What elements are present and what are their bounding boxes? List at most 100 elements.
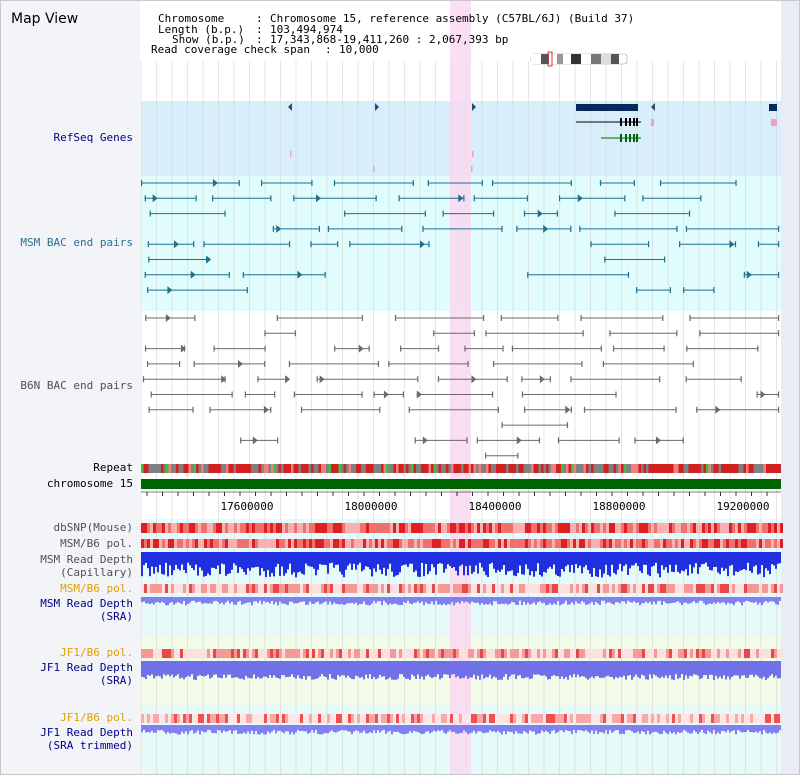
track-label-jf1-b6-pol[interactable]: JF1/B6 pol. xyxy=(60,646,133,659)
polymorphism-cell xyxy=(711,584,714,593)
read-depth-bar xyxy=(487,552,489,578)
b6n-bac-pair-end xyxy=(696,406,698,413)
polymorphism-cell xyxy=(402,584,405,593)
read-depth-bar xyxy=(699,597,701,601)
read-depth-bar xyxy=(435,552,437,575)
polymorphism-cell xyxy=(393,523,396,533)
track-label-jf1-b6-pol-trimmed[interactable]: JF1/B6 pol. xyxy=(60,711,133,724)
read-depth-bar xyxy=(723,597,725,603)
read-depth-bar xyxy=(267,661,269,678)
read-depth-bar xyxy=(329,597,331,602)
track-label-b6n-bac[interactable]: B6N BAC end pairs xyxy=(20,379,133,392)
repeat-segment xyxy=(151,464,154,473)
polymorphism-cell xyxy=(333,584,336,593)
read-depth-bar xyxy=(239,552,241,568)
repeat-segment xyxy=(683,464,686,473)
polymorphism-cell xyxy=(573,523,576,533)
read-depth-bar xyxy=(677,552,679,572)
polymorphism-cell xyxy=(219,649,222,658)
msm-bac-pair-end xyxy=(349,241,351,248)
coverage-label: Read coverage check span xyxy=(151,43,310,56)
repeat-segment xyxy=(318,464,321,473)
read-depth-bar xyxy=(487,597,489,605)
read-depth-bar xyxy=(599,552,601,570)
read-depth-bar xyxy=(201,552,203,571)
read-depth-bar xyxy=(337,597,339,605)
polymorphism-cell xyxy=(645,523,648,533)
polymorphism-cell xyxy=(759,539,762,548)
repeat-segment xyxy=(353,464,356,473)
track-label-refseq[interactable]: RefSeq Genes xyxy=(53,131,133,144)
polymorphism-cell xyxy=(687,523,690,533)
read-depth-bar xyxy=(269,597,271,604)
read-depth-bar xyxy=(595,552,597,577)
msm-bac-pair-end xyxy=(412,180,414,186)
polymorphism-cell xyxy=(273,539,276,548)
read-depth-bar xyxy=(605,552,607,565)
track-label-msm-b6-pol-sra[interactable]: MSM/B6 pol. xyxy=(60,582,133,595)
read-depth-bar xyxy=(403,597,405,603)
polymorphism-cell xyxy=(252,584,255,593)
read-depth-bar xyxy=(599,725,601,733)
track-label-jf1-depth[interactable]: JF1 Read Depth xyxy=(40,661,133,674)
read-depth-bar xyxy=(221,661,223,679)
b6n-bac-pair-end xyxy=(193,360,195,367)
highlight-region xyxy=(450,1,471,774)
read-depth-bar xyxy=(241,725,243,734)
read-depth-bar xyxy=(283,661,285,676)
msm-bac-pair-end xyxy=(669,287,671,294)
read-depth-bar xyxy=(207,661,209,675)
read-depth-bar xyxy=(671,597,673,604)
msm-bac-pair-arrow xyxy=(729,240,735,249)
track-label-jf1-depth-trimmed[interactable]: JF1 Read Depth xyxy=(40,726,133,739)
polymorphism-cell xyxy=(204,649,207,658)
polymorphism-cell xyxy=(558,649,561,658)
track-label-msm-b6-pol[interactable]: MSM/B6 pol. xyxy=(60,537,133,550)
read-depth-bar xyxy=(623,725,625,735)
polymorphism-cell xyxy=(495,584,498,593)
polymorphism-cell xyxy=(516,649,519,658)
msm-bac-pair-end xyxy=(324,271,326,278)
msm-bac-pair-end xyxy=(679,241,681,248)
read-depth-bar xyxy=(435,597,437,601)
read-depth-bar xyxy=(371,597,373,604)
polymorphism-cell xyxy=(735,584,738,593)
read-depth-bar xyxy=(199,597,201,602)
read-depth-bar xyxy=(335,661,337,680)
polymorphism-cell xyxy=(699,649,702,658)
read-depth-bar xyxy=(773,552,775,566)
polymorphism-cell xyxy=(276,584,279,593)
track-label-chromosome[interactable]: chromosome 15 xyxy=(46,477,133,490)
polymorphism-cell xyxy=(207,584,210,593)
read-depth-bar xyxy=(355,725,357,731)
header-sep: : xyxy=(256,23,263,36)
read-depth-bar xyxy=(663,552,665,570)
repeat-segment xyxy=(218,464,221,473)
polymorphism-cell xyxy=(681,649,684,658)
polymorphism-cell xyxy=(765,714,768,723)
read-depth-bar xyxy=(621,661,623,678)
read-depth-bar xyxy=(293,661,295,678)
track-label-msm-bac[interactable]: MSM BAC end pairs xyxy=(20,236,133,249)
b6n-bac-pair-end xyxy=(566,422,569,429)
polymorphism-cell xyxy=(192,539,195,548)
read-depth-bar xyxy=(517,552,519,573)
track-label-msm-depth-sra[interactable]: MSM Read Depth xyxy=(40,597,133,610)
read-depth-bar xyxy=(397,552,399,575)
read-depth-bar xyxy=(241,552,243,569)
read-depth-bar xyxy=(465,597,467,602)
read-depth-bar xyxy=(219,552,221,574)
polymorphism-cell xyxy=(165,649,168,658)
polymorphism-cell xyxy=(507,539,510,548)
polymorphism-cell xyxy=(246,523,249,533)
track-label-dbsnp[interactable]: dbSNP(Mouse) xyxy=(53,521,133,534)
msm-bac-pair-end xyxy=(311,180,313,186)
track-label-msm-depth-capillary[interactable]: MSM Read Depth xyxy=(40,553,133,566)
read-depth-bar xyxy=(515,552,517,577)
repeat-segment xyxy=(661,464,664,473)
track-label-repeat[interactable]: Repeat xyxy=(93,461,133,474)
read-depth-bar xyxy=(235,661,237,678)
length-label: Length (b.p.) xyxy=(158,23,245,36)
read-depth-bar xyxy=(241,661,243,679)
